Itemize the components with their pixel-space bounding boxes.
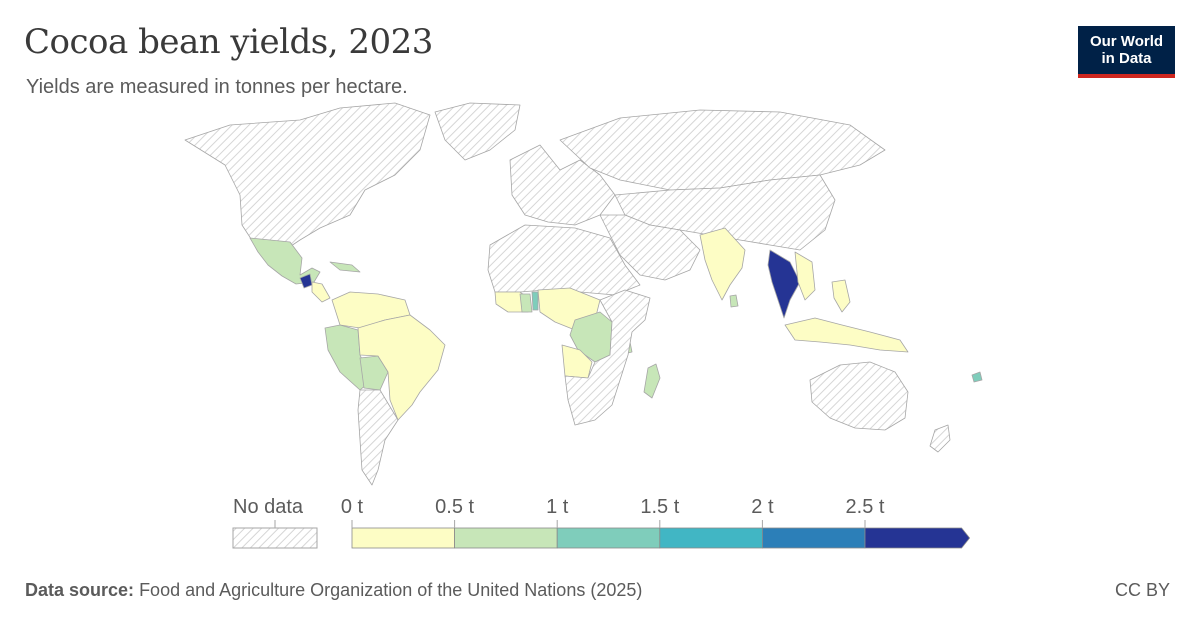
chart-title: Cocoa bean yields, 2023 bbox=[24, 22, 433, 62]
map-central-america[interactable] bbox=[311, 281, 331, 303]
footer-source-text[interactable]: Food and Agriculture Organization of the… bbox=[139, 580, 643, 600]
map-middle-east[interactable] bbox=[599, 214, 701, 281]
map-greenland[interactable] bbox=[434, 102, 521, 161]
legend-bin[interactable] bbox=[762, 527, 866, 549]
map-russia[interactable] bbox=[559, 109, 886, 191]
map-philippines[interactable] bbox=[831, 279, 851, 313]
legend-tick-label: 0 t bbox=[340, 496, 364, 518]
map-europe[interactable] bbox=[509, 144, 616, 226]
map-australia[interactable] bbox=[809, 361, 909, 431]
legend-tick-label: 2 t bbox=[751, 496, 774, 518]
map-angola[interactable] bbox=[561, 344, 593, 379]
legend-bin[interactable] bbox=[864, 527, 971, 549]
legend-bin[interactable] bbox=[659, 527, 763, 549]
map-brazil[interactable] bbox=[357, 314, 446, 421]
map-bolivia[interactable] bbox=[359, 355, 389, 391]
legend-bin[interactable] bbox=[454, 527, 558, 549]
map-vietnam[interactable] bbox=[794, 251, 816, 301]
legend-bin[interactable] bbox=[556, 527, 661, 549]
legend-bins bbox=[351, 520, 971, 549]
map-southern-cone[interactable] bbox=[357, 389, 399, 486]
map-indonesia[interactable] bbox=[784, 317, 909, 353]
map-thailand[interactable] bbox=[767, 249, 801, 319]
legend-tick-label: 1 t bbox=[546, 496, 569, 518]
map-togo[interactable] bbox=[531, 291, 539, 311]
footer-license[interactable]: CC BY bbox=[1114, 580, 1170, 600]
footer-source-label: Data source: bbox=[25, 580, 135, 600]
legend-tick-label: 0.5 t bbox=[435, 496, 475, 518]
map-india[interactable] bbox=[699, 227, 746, 301]
legend-bin[interactable] bbox=[351, 527, 455, 549]
legend-no-data-label: No data bbox=[233, 496, 304, 518]
owid-logo[interactable]: Our World in Data bbox=[1078, 26, 1175, 78]
map-sri-lanka[interactable] bbox=[729, 294, 739, 308]
map-madagascar[interactable] bbox=[643, 363, 661, 399]
chart-subtitle: Yields are measured in tonnes per hectar… bbox=[26, 76, 408, 98]
legend-tick-label: 2.5 t bbox=[845, 496, 885, 518]
map-new-zealand[interactable] bbox=[929, 424, 951, 453]
legend-no-data-swatch bbox=[232, 527, 318, 549]
map-southern-africa[interactable] bbox=[564, 289, 651, 426]
logo-line-2: in Data bbox=[1101, 50, 1152, 67]
map-north-america[interactable] bbox=[184, 102, 431, 251]
footer-source: Data source: Food and Agriculture Organi… bbox=[25, 580, 642, 601]
map-mexico[interactable] bbox=[249, 237, 321, 285]
legend-tick-label: 1.5 t bbox=[640, 496, 680, 518]
map-pacific-islands[interactable] bbox=[971, 371, 983, 383]
map-ghana[interactable] bbox=[519, 293, 533, 313]
map-caribbean[interactable] bbox=[329, 261, 361, 273]
world-map[interactable] bbox=[100, 95, 1100, 495]
logo-line-1: Our World bbox=[1089, 33, 1164, 50]
